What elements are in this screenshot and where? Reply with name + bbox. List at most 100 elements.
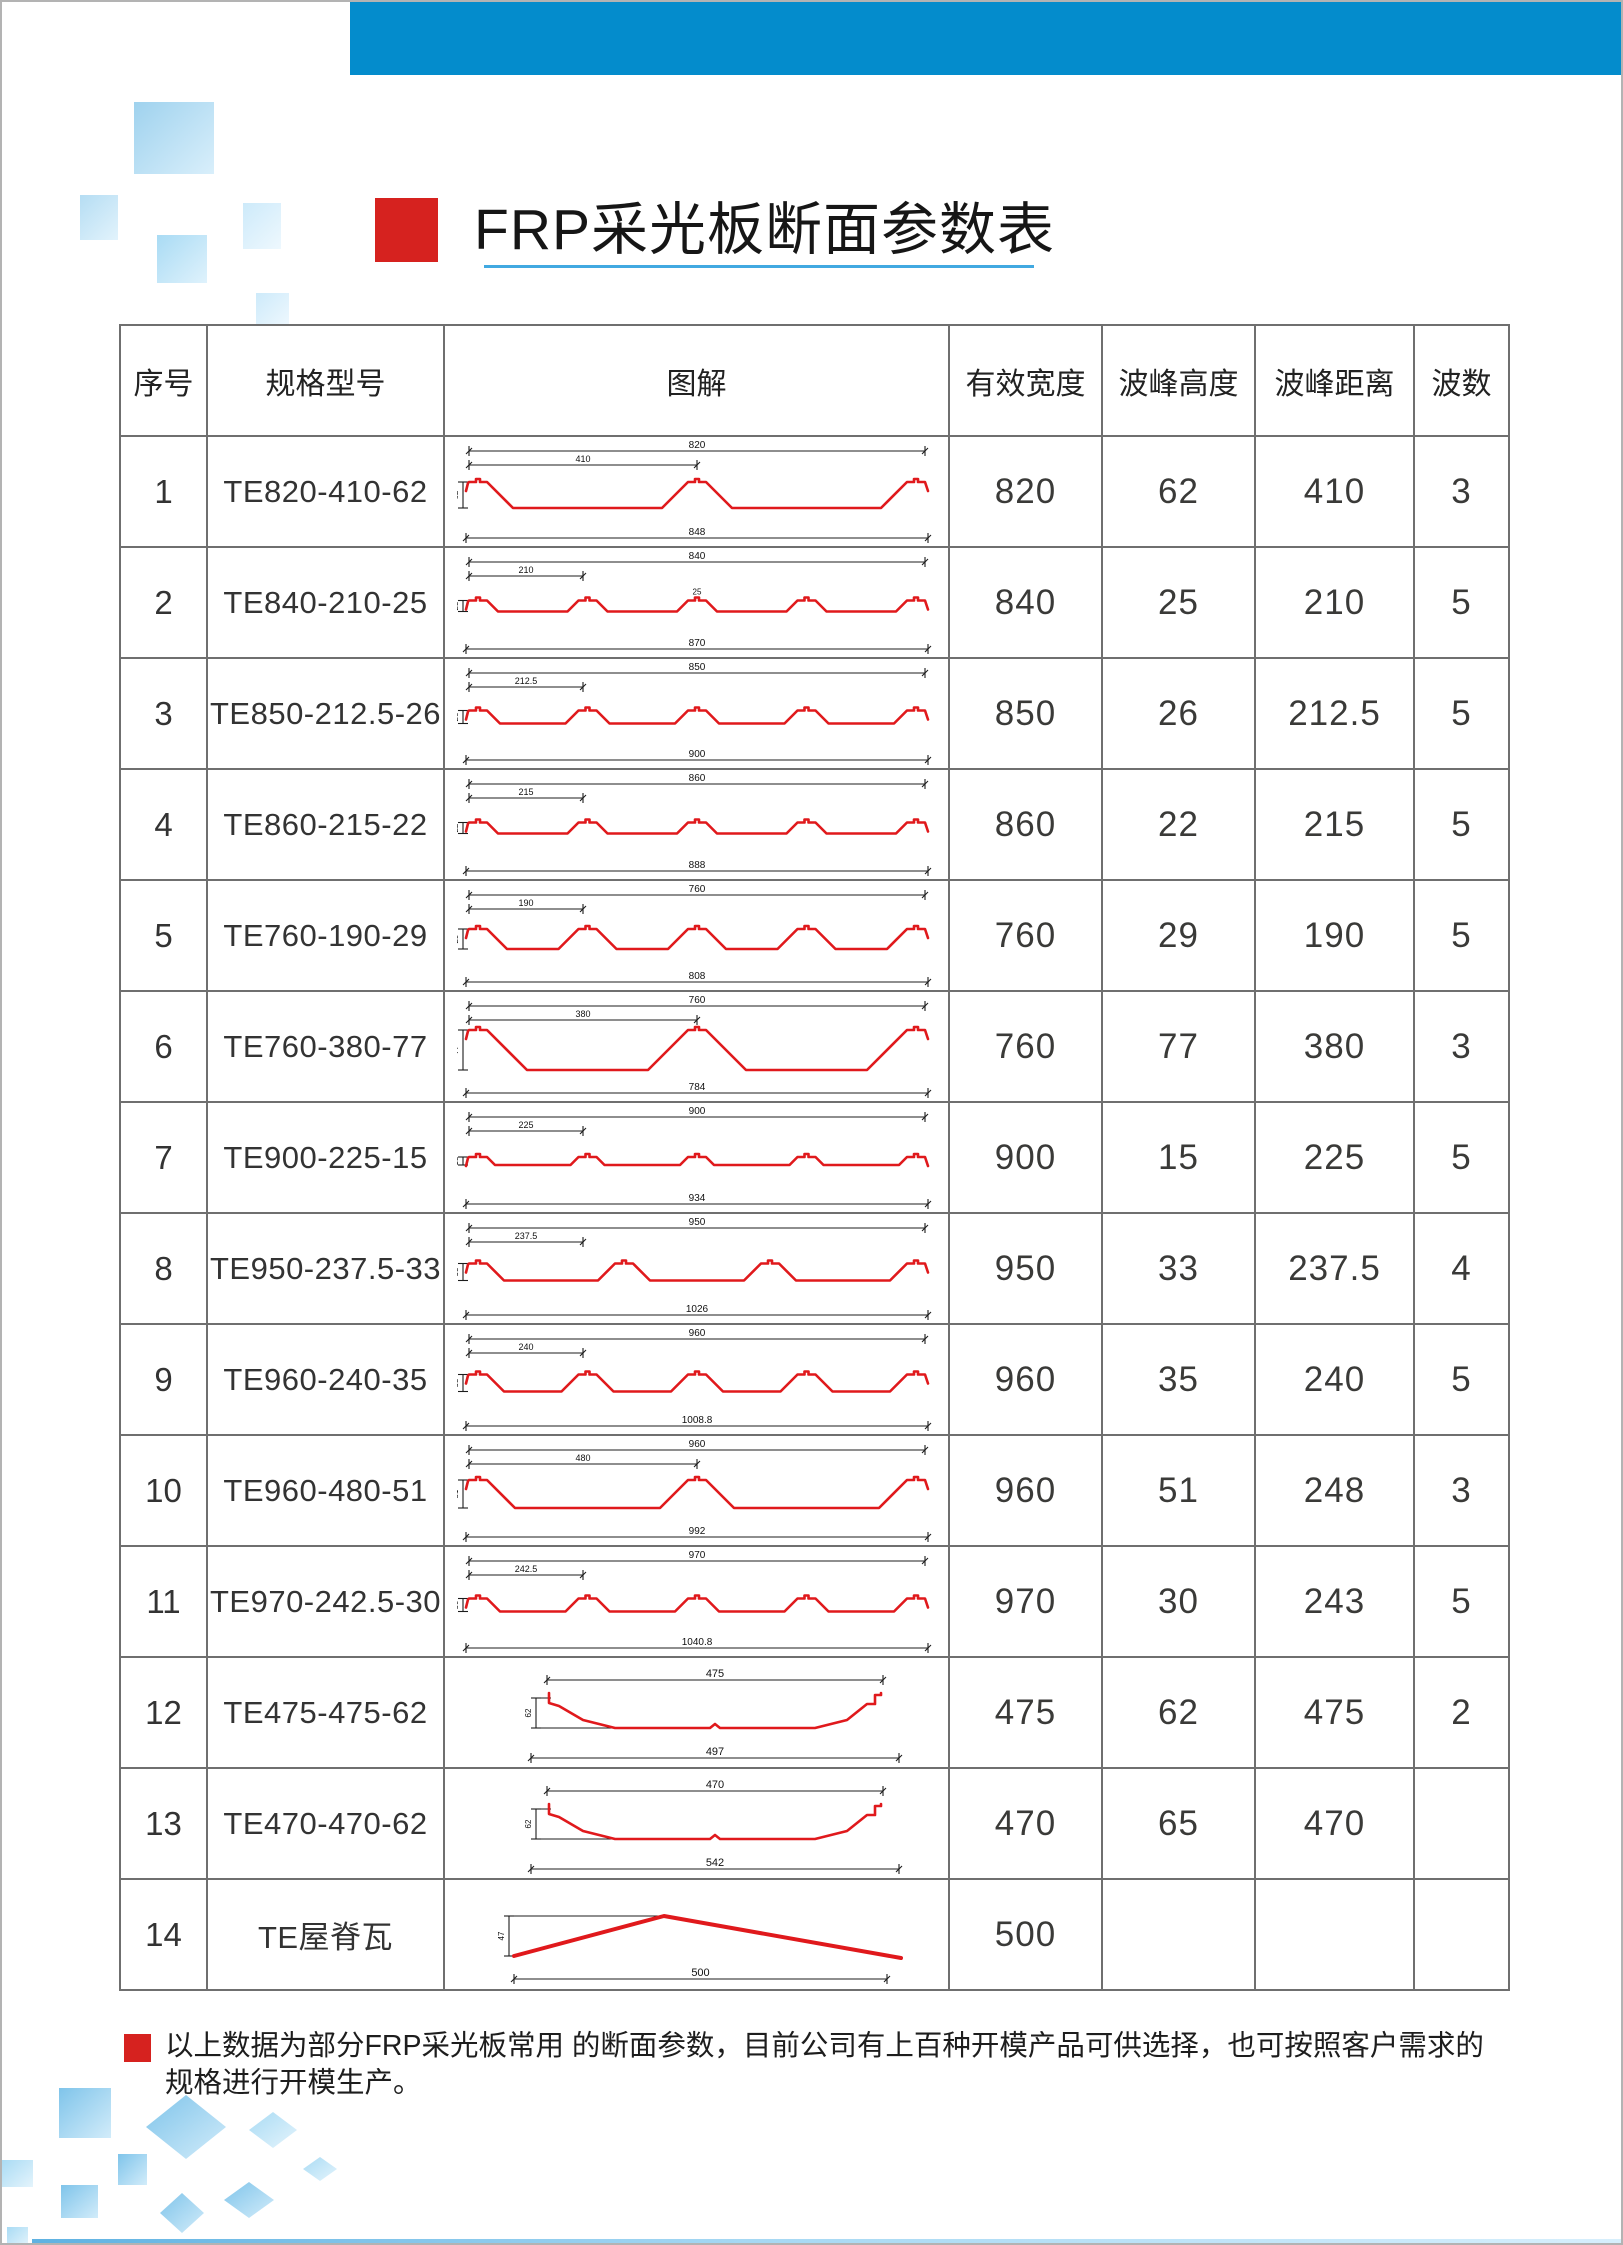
svg-text:888: 888 bbox=[688, 860, 705, 871]
cell-height: 33 bbox=[1101, 1212, 1256, 1325]
cell-model: TE840-210-25 bbox=[206, 546, 445, 659]
cell-diagram: 760 380 784 77 bbox=[443, 990, 950, 1103]
cell-width: 950 bbox=[948, 1212, 1103, 1325]
svg-text:840: 840 bbox=[688, 551, 705, 562]
cell-waves: 5 bbox=[1413, 546, 1510, 659]
svg-text:33: 33 bbox=[457, 1267, 460, 1276]
column-header-diagram: 图解 bbox=[443, 324, 950, 437]
cell-diagram: 820 410 848 62 bbox=[443, 435, 950, 548]
deco-shapes-bottom bbox=[2, 2088, 337, 2243]
svg-text:470: 470 bbox=[705, 1779, 723, 1791]
cross-section-diagram: 840 210 870 25 25 bbox=[457, 551, 931, 654]
svg-text:850: 850 bbox=[688, 662, 705, 673]
cell-no: 3 bbox=[119, 657, 208, 770]
cell-diagram: 860 215 888 22 bbox=[443, 768, 950, 881]
cell-no: 9 bbox=[119, 1323, 208, 1436]
svg-text:30: 30 bbox=[457, 1600, 460, 1609]
deco-square bbox=[118, 2154, 147, 2185]
cell-height: 22 bbox=[1101, 768, 1256, 881]
svg-text:380: 380 bbox=[575, 1009, 590, 1019]
svg-text:500: 500 bbox=[691, 1967, 709, 1979]
cell-diagram: 960 480 992 51 bbox=[443, 1434, 950, 1547]
deco-diamond bbox=[224, 2182, 274, 2218]
deco-square bbox=[157, 235, 207, 283]
cell-model: TE960-480-51 bbox=[206, 1434, 445, 1547]
svg-text:25: 25 bbox=[692, 588, 701, 597]
cell-width: 850 bbox=[948, 657, 1103, 770]
footer-bullet-square bbox=[124, 2034, 151, 2062]
cross-section-diagram: 760 380 784 77 bbox=[457, 995, 931, 1098]
svg-text:51: 51 bbox=[457, 1489, 460, 1498]
cell-model: TE760-380-77 bbox=[206, 990, 445, 1103]
table-row: 1 TE820-410-62 820 410 848 62 820 62 410 3 bbox=[119, 435, 1510, 548]
cell-height: 65 bbox=[1101, 1767, 1256, 1880]
table-row: 7 TE900-225-15 900 225 934 15 900 15 225 5 bbox=[119, 1101, 1510, 1214]
svg-text:62: 62 bbox=[457, 490, 460, 499]
cell-no: 12 bbox=[119, 1656, 208, 1769]
cell-waves: 5 bbox=[1413, 879, 1510, 992]
footer-note: 以上数据为部分FRP采光板常用 的断面参数，目前公司有上百种开模产品可供选择，也… bbox=[165, 2028, 1515, 2102]
cell-height bbox=[1101, 1878, 1256, 1991]
cell-model: TE950-237.5-33 bbox=[206, 1212, 445, 1325]
deco-diamond bbox=[303, 2157, 337, 2181]
table-row: 10 TE960-480-51 960 480 992 51 960 51 248 3 bbox=[119, 1434, 1510, 1547]
svg-text:820: 820 bbox=[688, 440, 705, 451]
deco-diamond bbox=[160, 2193, 204, 2233]
cross-section-diagram: 960 480 992 51 bbox=[457, 1439, 931, 1542]
cell-distance: 410 bbox=[1254, 435, 1415, 548]
deco-square bbox=[134, 102, 214, 174]
cross-section-diagram: 950 237.5 1026 33 bbox=[457, 1217, 931, 1320]
svg-text:242.5: 242.5 bbox=[514, 1564, 537, 1574]
cell-width: 820 bbox=[948, 435, 1103, 548]
svg-text:760: 760 bbox=[688, 884, 705, 895]
svg-text:950: 950 bbox=[688, 1217, 705, 1228]
cell-width: 970 bbox=[948, 1545, 1103, 1658]
cell-width: 860 bbox=[948, 768, 1103, 881]
svg-text:784: 784 bbox=[688, 1082, 705, 1093]
svg-text:15: 15 bbox=[457, 1156, 460, 1165]
cell-width: 500 bbox=[948, 1878, 1103, 1991]
cell-waves: 2 bbox=[1413, 1656, 1510, 1769]
cell-diagram: 840 210 870 25 25 bbox=[443, 546, 950, 659]
svg-text:190: 190 bbox=[518, 898, 533, 908]
cell-distance: 210 bbox=[1254, 546, 1415, 659]
svg-text:1008.8: 1008.8 bbox=[681, 1415, 712, 1426]
cell-height: 77 bbox=[1101, 990, 1256, 1103]
cross-section-diagram: 820 410 848 62 bbox=[457, 440, 931, 543]
cell-waves: 5 bbox=[1413, 1101, 1510, 1214]
column-header-distance: 波峰距离 bbox=[1254, 324, 1415, 437]
svg-text:210: 210 bbox=[518, 565, 533, 575]
cell-distance: 225 bbox=[1254, 1101, 1415, 1214]
cell-height: 15 bbox=[1101, 1101, 1256, 1214]
cell-no: 1 bbox=[119, 435, 208, 548]
deco-square bbox=[256, 293, 289, 326]
deco-square bbox=[59, 2088, 111, 2138]
cell-no: 6 bbox=[119, 990, 208, 1103]
cell-distance: 212.5 bbox=[1254, 657, 1415, 770]
svg-text:970: 970 bbox=[688, 1550, 705, 1561]
cell-model: TE900-225-15 bbox=[206, 1101, 445, 1214]
svg-text:240: 240 bbox=[518, 1342, 533, 1352]
cell-width: 960 bbox=[948, 1323, 1103, 1436]
svg-text:992: 992 bbox=[688, 1526, 705, 1537]
cross-section-diagram: 970 242.5 1040.8 30 bbox=[457, 1550, 931, 1653]
svg-text:542: 542 bbox=[705, 1857, 723, 1869]
svg-text:934: 934 bbox=[688, 1193, 705, 1204]
svg-text:62: 62 bbox=[524, 1708, 533, 1717]
cell-model: TE970-242.5-30 bbox=[206, 1545, 445, 1658]
top-blue-bar bbox=[350, 2, 1621, 75]
svg-text:808: 808 bbox=[688, 971, 705, 982]
column-header-no: 序号 bbox=[119, 324, 208, 437]
table-header-row: 序号 规格型号 图解 有效宽度 波峰高度 波峰距离 波数 bbox=[119, 324, 1510, 437]
cell-model: TE860-215-22 bbox=[206, 768, 445, 881]
cell-height: 51 bbox=[1101, 1434, 1256, 1547]
cross-section-diagram: 760 190 808 29 bbox=[457, 884, 931, 987]
column-header-width: 有效宽度 bbox=[948, 324, 1103, 437]
cell-diagram: 950 237.5 1026 33 bbox=[443, 1212, 950, 1325]
cross-section-diagram: 47 500 bbox=[497, 1914, 903, 1984]
cell-no: 11 bbox=[119, 1545, 208, 1658]
cell-width: 840 bbox=[948, 546, 1103, 659]
cross-section-diagram: 475 497 62 bbox=[524, 1668, 902, 1763]
cell-height: 25 bbox=[1101, 546, 1256, 659]
